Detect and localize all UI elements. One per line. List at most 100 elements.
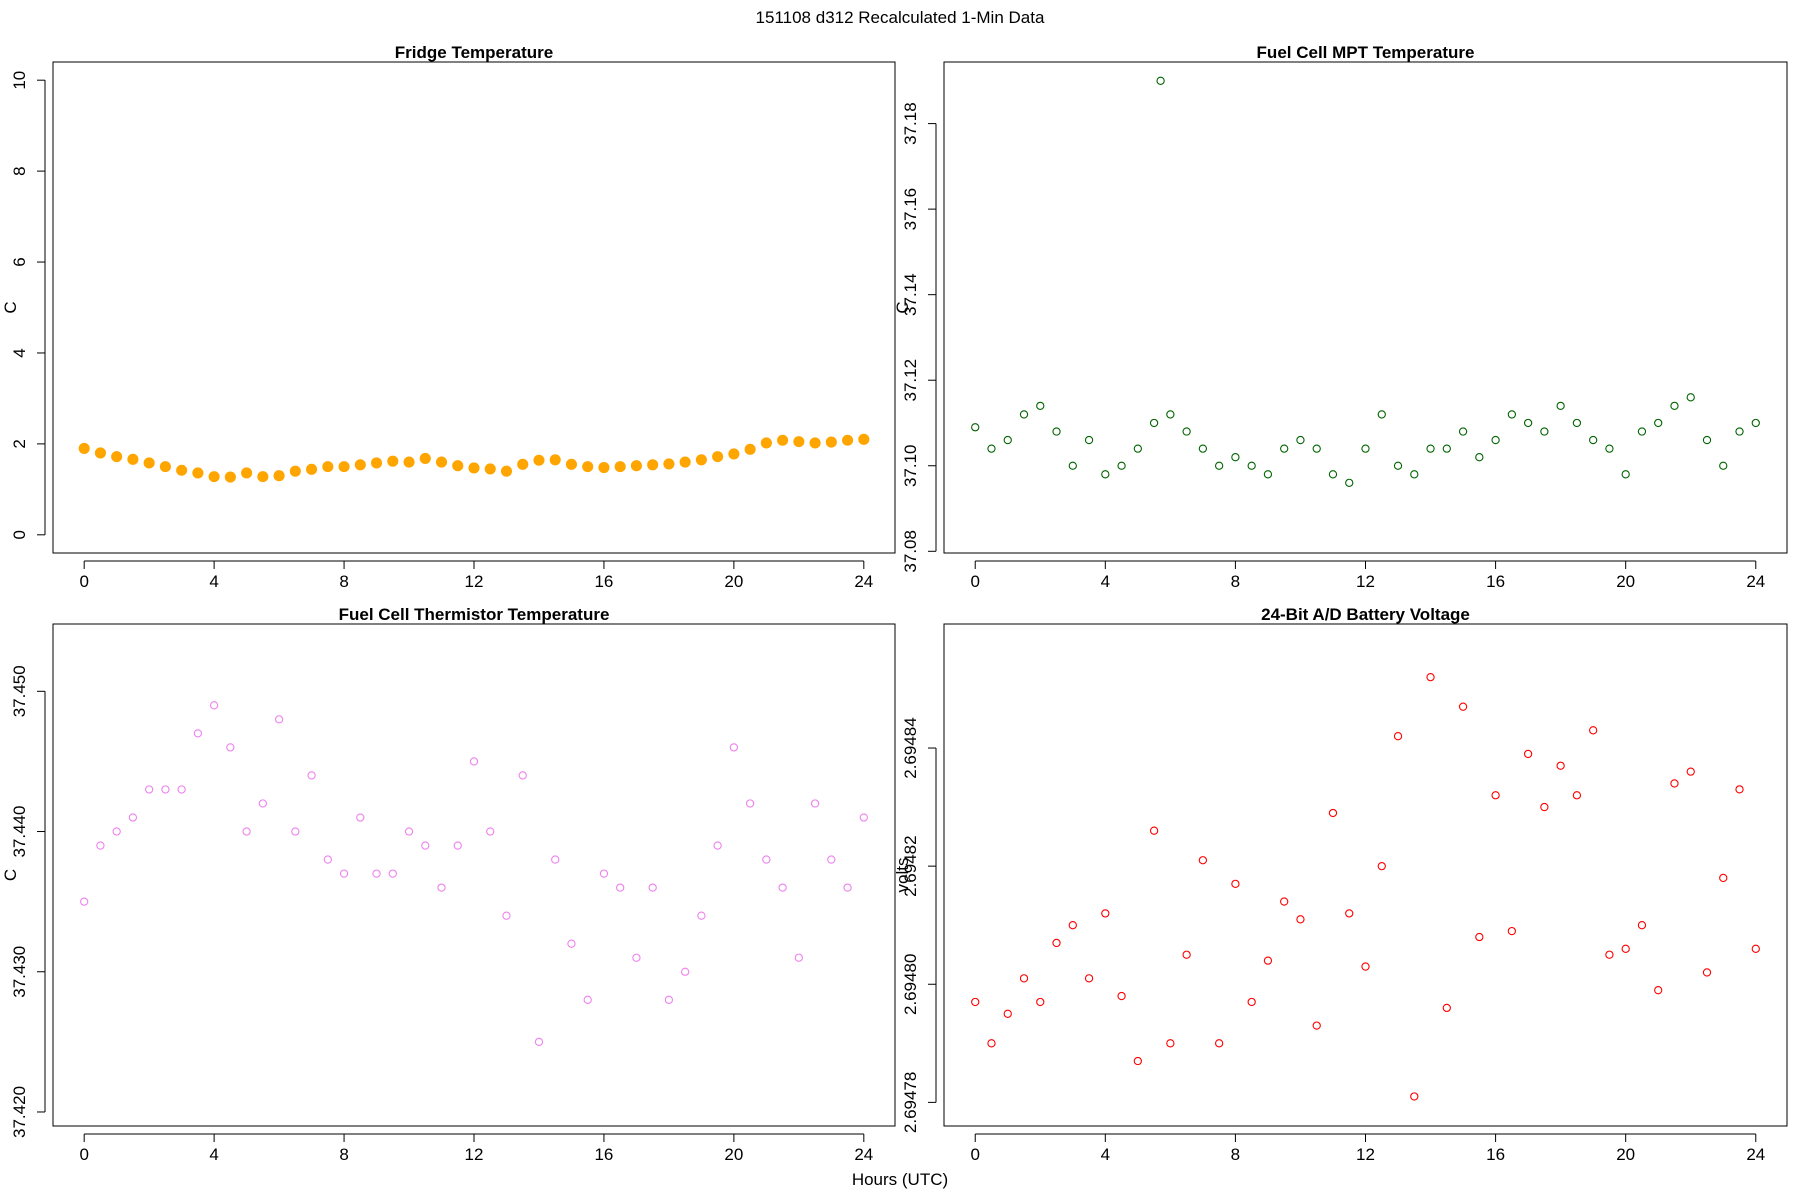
data-point [486, 827, 495, 836]
data-point [648, 883, 657, 892]
data-point [1410, 1092, 1419, 1101]
data-point [1280, 897, 1289, 906]
data-point [517, 458, 529, 470]
data-point [435, 456, 448, 468]
data-point [1133, 1056, 1142, 1066]
x-tick-label: 24 [1746, 572, 1765, 591]
data-point [502, 911, 511, 920]
data-point [1621, 470, 1630, 479]
data-point [127, 453, 139, 465]
data-point [1556, 761, 1565, 770]
x-tick-label: 12 [1356, 572, 1375, 591]
data-point [777, 434, 789, 446]
data-point [1605, 444, 1614, 453]
data-point [1686, 393, 1695, 402]
data-point [1068, 921, 1077, 930]
data-point [1719, 873, 1728, 883]
chart-title: Fridge Temperature [395, 43, 553, 62]
chart-title: Fuel Cell Thermistor Temperature [339, 605, 610, 624]
data-point [388, 869, 397, 878]
data-point [437, 883, 446, 892]
data-point [810, 799, 820, 808]
data-point [1133, 444, 1142, 453]
series-thermistor [80, 701, 868, 1047]
x-tick-label: 16 [1486, 1145, 1505, 1164]
data-point [209, 701, 219, 710]
data-point [1328, 470, 1338, 479]
data-point [258, 799, 268, 808]
data-point [1345, 478, 1354, 488]
data-point [1442, 444, 1451, 453]
data-point [1214, 1039, 1224, 1048]
x-tick-label: 4 [1101, 1145, 1110, 1164]
data-point [825, 436, 837, 448]
data-point [599, 869, 609, 878]
x-tick-label: 20 [1616, 1145, 1635, 1164]
data-point [192, 467, 204, 479]
data-point [1458, 427, 1468, 436]
chart-thermistor: Fuel Cell Thermistor Temperature 0 4 8 12 16 2… [1, 605, 896, 1164]
data-point [794, 953, 803, 962]
data-point [1036, 997, 1045, 1007]
figure-x-axis-label: Hours (UTC) [852, 1170, 948, 1189]
data-point [177, 785, 186, 794]
data-point [1361, 962, 1370, 971]
data-point [1312, 1021, 1321, 1030]
y-tick-label: 2 [10, 439, 29, 448]
data-point [744, 443, 756, 455]
y-axis-label: volts [893, 858, 912, 893]
data-point [598, 461, 610, 474]
data-point [549, 454, 561, 466]
data-point [1686, 767, 1695, 776]
data-point [1426, 673, 1435, 682]
x-tick-label: 12 [1356, 1145, 1375, 1164]
data-point [1198, 856, 1208, 865]
data-point [679, 456, 691, 468]
x-tick-label: 16 [594, 1145, 613, 1164]
data-point [987, 1039, 996, 1048]
data-point [1052, 427, 1061, 436]
data-point [453, 841, 462, 850]
data-point [1377, 861, 1386, 871]
data-point [1572, 791, 1582, 800]
x-tick-label: 8 [339, 1145, 348, 1164]
series-battery [971, 673, 1760, 1101]
data-point [339, 869, 349, 878]
data-point [1637, 921, 1647, 930]
data-point [1166, 1039, 1175, 1048]
data-point [728, 448, 740, 460]
data-point [338, 461, 350, 473]
data-point [1605, 950, 1614, 959]
x-tick-label: 4 [209, 1145, 218, 1164]
data-point [533, 454, 545, 466]
data-point [1156, 76, 1165, 85]
data-point [468, 462, 480, 474]
y-tick-label: 2.69480 [901, 954, 920, 1015]
data-point [1491, 435, 1500, 445]
data-point [827, 855, 836, 864]
data-point [1101, 470, 1110, 479]
data-point [971, 997, 980, 1007]
x-tick-label: 4 [209, 572, 218, 591]
plot-frame [52, 61, 896, 554]
data-point [1670, 401, 1679, 411]
data-point [1019, 410, 1029, 419]
y-tick-label: 37.450 [10, 665, 29, 717]
data-point [1589, 435, 1598, 445]
data-point [1572, 418, 1582, 428]
data-point [616, 883, 625, 892]
y-tick-label: 37.440 [10, 806, 29, 858]
y-tick-label: 2.69484 [901, 717, 920, 778]
data-point [1589, 726, 1598, 735]
data-point [404, 827, 414, 836]
data-point [1263, 956, 1273, 965]
data-point [1084, 974, 1094, 983]
plot-frame [52, 623, 896, 1127]
chart-title: 24-Bit A/D Battery Voltage [1261, 605, 1470, 624]
data-point [484, 463, 496, 475]
data-point [630, 460, 642, 472]
data-point [500, 465, 513, 477]
data-point [1719, 461, 1728, 470]
y-tick-label: 37.08 [901, 530, 920, 573]
